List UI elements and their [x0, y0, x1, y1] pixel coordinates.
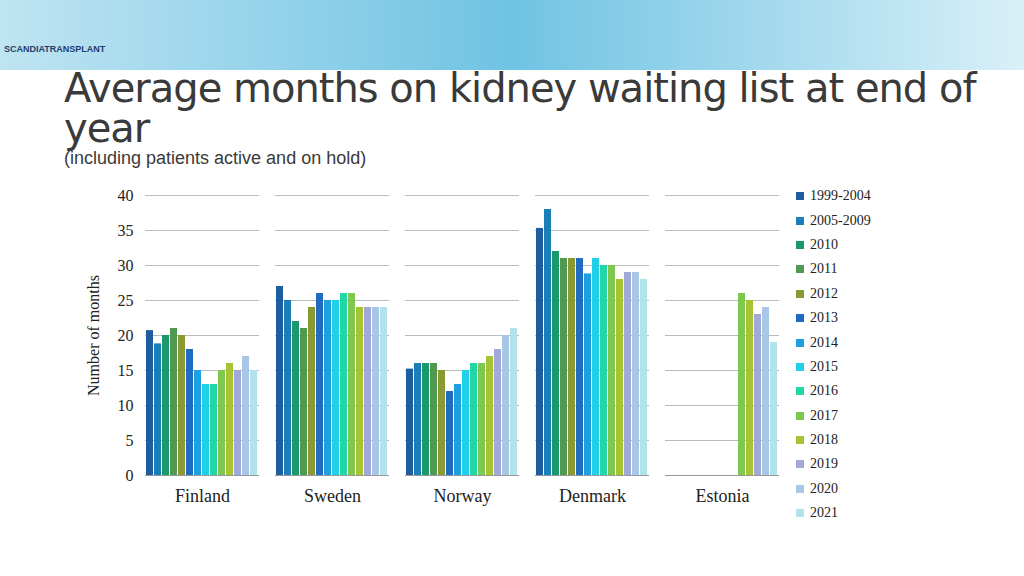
svg-text:25: 25 — [118, 292, 134, 309]
svg-text:Finland: Finland — [175, 486, 230, 506]
svg-text:0: 0 — [126, 467, 134, 484]
html-text:2014: 2014 — [810, 334, 838, 350]
html-text:2019: 2019 — [810, 456, 838, 472]
svg-text:10: 10 — [118, 397, 134, 414]
html-text:2005-2009: 2005-2009 — [810, 212, 871, 228]
html-text:2018: 2018 — [810, 432, 838, 448]
svg-text:35: 35 — [118, 222, 134, 239]
html-text:2017: 2017 — [810, 407, 838, 423]
html-text:2015: 2015 — [810, 358, 838, 374]
svg-text:Sweden: Sweden — [304, 486, 361, 506]
html-text:2020: 2020 — [810, 480, 838, 496]
svg-text:40: 40 — [118, 187, 134, 204]
html-text:2016: 2016 — [810, 383, 838, 399]
html-text:2021: 2021 — [810, 505, 838, 521]
svg-text:30: 30 — [118, 257, 134, 274]
html-text:SCANDIATRANSPLANT: SCANDIATRANSPLANT — [4, 44, 106, 54]
svg-text:5: 5 — [126, 432, 134, 449]
svg-text:20: 20 — [118, 327, 134, 344]
svg-text:Denmark: Denmark — [559, 486, 626, 506]
svg-text:Estonia: Estonia — [696, 486, 750, 506]
html-text:2012: 2012 — [810, 285, 838, 301]
svg-text:Number of months: Number of months — [85, 275, 102, 396]
html-text:2011: 2011 — [810, 261, 838, 277]
html-text:(including patients active and: (including patients active and on hold) — [64, 148, 367, 168]
svg-text:Norway: Norway — [434, 486, 492, 506]
html-text:2010: 2010 — [810, 237, 838, 252]
html-text:Average months on kidney waiti: Average months on kidney waiting list at… — [64, 65, 976, 151]
html-text:2013: 2013 — [810, 310, 838, 326]
html-text:1999-2004: 1999-2004 — [810, 188, 871, 204]
svg-text:15: 15 — [118, 362, 134, 379]
